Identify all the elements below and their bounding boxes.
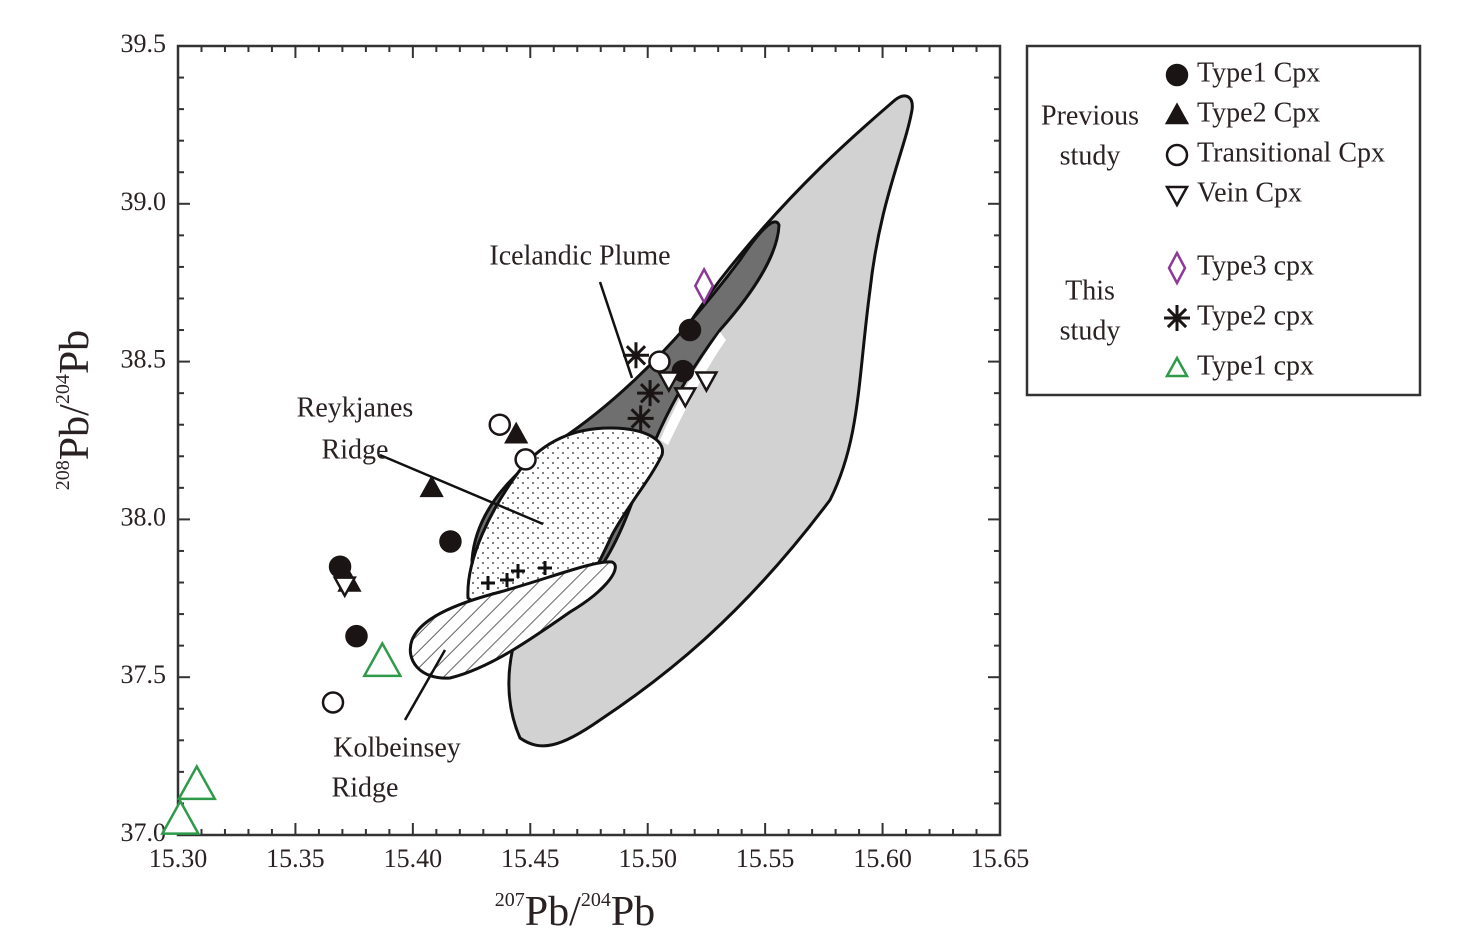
x-tick-label: 15.65 bbox=[971, 844, 1030, 873]
data-point bbox=[627, 405, 654, 432]
x-tick-label: 15.55 bbox=[736, 844, 795, 873]
x-tick-label: 15.50 bbox=[618, 844, 677, 873]
annotation: Ridge bbox=[332, 772, 399, 803]
legend-marker bbox=[1164, 185, 1190, 208]
data-point bbox=[622, 342, 649, 369]
legend-marker bbox=[1164, 102, 1190, 125]
legend-label: Transitional Cpx bbox=[1197, 137, 1385, 168]
legend-group-label: study bbox=[1060, 315, 1121, 346]
annotation: Reykjanes bbox=[297, 392, 414, 423]
legend-group-label: study bbox=[1060, 140, 1121, 171]
annotation: Icelandic Plume bbox=[489, 240, 670, 271]
legend-marker bbox=[1165, 143, 1189, 167]
data-point bbox=[488, 413, 512, 436]
leader-line bbox=[403, 649, 447, 721]
x-tick-label: 15.35 bbox=[266, 844, 325, 873]
axis-label-part: 204 bbox=[581, 889, 611, 911]
y-tick-label: 38.5 bbox=[121, 345, 167, 374]
data-point bbox=[332, 576, 357, 599]
fields bbox=[408, 94, 914, 748]
legend-marker bbox=[1167, 250, 1187, 286]
legend-label: Vein Cpx bbox=[1197, 177, 1302, 208]
axis-label-part: 207 bbox=[495, 889, 525, 911]
annotation: Ridge bbox=[322, 434, 389, 465]
legend-group-label: This bbox=[1065, 275, 1115, 306]
data-point bbox=[637, 380, 664, 407]
data-point bbox=[345, 624, 368, 648]
crosses bbox=[481, 561, 552, 590]
legend-label: Type1 cpx bbox=[1197, 350, 1314, 381]
leader-lines bbox=[379, 281, 634, 721]
data-point bbox=[419, 475, 444, 498]
leader-line bbox=[598, 281, 634, 379]
plot-frame bbox=[176, 44, 1002, 837]
axis-label-part: Pb bbox=[52, 330, 98, 374]
data-point bbox=[362, 640, 403, 678]
data-point bbox=[439, 530, 462, 553]
legend-label: Type2 Cpx bbox=[1197, 97, 1320, 128]
data-point bbox=[514, 448, 537, 471]
kolbeinsey-field bbox=[408, 560, 617, 680]
axis-label-part: 208 bbox=[52, 460, 74, 490]
legend-marker bbox=[1164, 355, 1190, 378]
axis-label-part: Pb/ bbox=[52, 404, 98, 460]
y-tick-label: 39.0 bbox=[121, 187, 167, 216]
data-point bbox=[321, 691, 345, 714]
data-point bbox=[176, 763, 217, 801]
x-tick-label: 15.40 bbox=[384, 844, 443, 873]
y-tick-label: 37.5 bbox=[121, 660, 167, 689]
data-point bbox=[648, 350, 671, 373]
data-point bbox=[673, 387, 698, 409]
axis-label-part: Pb bbox=[611, 889, 655, 935]
leader-line bbox=[379, 453, 544, 526]
data-point bbox=[328, 555, 352, 578]
legend-group-label: Previous bbox=[1041, 100, 1139, 131]
legend-box bbox=[1025, 44, 1422, 397]
legend-label: Type3 cpx bbox=[1197, 250, 1314, 281]
data-point bbox=[693, 266, 715, 306]
legend-marker bbox=[1164, 305, 1190, 331]
data-point bbox=[694, 371, 719, 394]
y-tick-label: 39.5 bbox=[121, 29, 167, 58]
x-tick-label: 15.30 bbox=[149, 844, 208, 873]
x-tick-label: 15.60 bbox=[853, 844, 912, 873]
data-point bbox=[160, 798, 201, 835]
y-tick-label: 37.0 bbox=[121, 818, 167, 847]
data-point bbox=[678, 318, 702, 342]
xlabel-label: 207Pb/204Pb bbox=[495, 889, 655, 935]
legend-label: Type2 cpx bbox=[1197, 300, 1314, 331]
ylabel-label: 208Pb/204Pb bbox=[52, 330, 98, 490]
data-point bbox=[656, 371, 681, 394]
data-point bbox=[504, 421, 529, 444]
legend-label: Type1 Cpx bbox=[1197, 57, 1320, 88]
axis-label-part: Pb/ bbox=[525, 889, 581, 935]
legend-marker bbox=[1165, 63, 1189, 87]
axis-label-part: 204 bbox=[52, 374, 74, 404]
y-tick-label: 38.0 bbox=[121, 502, 167, 531]
light-field bbox=[507, 94, 914, 748]
x-tick-label: 15.45 bbox=[501, 844, 560, 873]
annotation: Kolbeinsey bbox=[333, 732, 461, 763]
